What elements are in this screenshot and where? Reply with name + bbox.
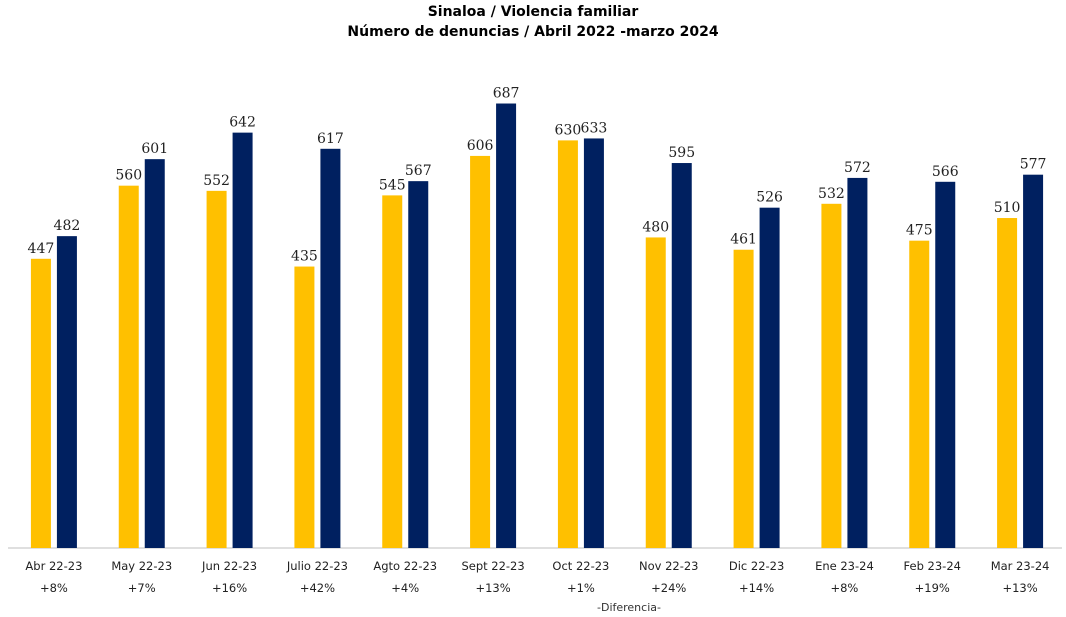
difference-label-8: +14% xyxy=(739,581,774,595)
x-tick-label-5: Sept 22-23 xyxy=(461,559,524,573)
bar-series1-10 xyxy=(909,240,930,549)
x-tick-label-2: Jun 22-23 xyxy=(201,559,257,573)
bar-series1-6 xyxy=(557,140,578,548)
data-label-series1-2: 552 xyxy=(203,173,230,189)
chart-subtitle: Número de denuncias / Abril 2022 -marzo … xyxy=(347,24,719,40)
data-label-series2-4: 567 xyxy=(405,163,432,179)
bar-series2-7 xyxy=(671,163,692,548)
x-tick-label-10: Feb 23-24 xyxy=(904,559,961,573)
bar-series1-3 xyxy=(294,266,315,548)
x-tick-label-0: Abr 22-23 xyxy=(25,559,82,573)
data-label-series2-0: 482 xyxy=(54,218,81,234)
data-label-series2-10: 566 xyxy=(932,164,959,180)
difference-label-3: +42% xyxy=(300,581,335,595)
difference-label-11: +13% xyxy=(1002,581,1037,595)
data-label-series1-7: 480 xyxy=(642,219,669,235)
footnote-label: -Diferencia- xyxy=(597,601,661,614)
bar-series1-8 xyxy=(733,249,754,548)
data-label-series2-2: 642 xyxy=(229,115,256,131)
data-label-series1-1: 560 xyxy=(115,168,142,184)
data-label-series1-3: 435 xyxy=(291,249,318,265)
data-label-series2-1: 601 xyxy=(141,141,168,157)
data-label-series2-9: 572 xyxy=(844,160,871,176)
x-tick-label-7: Nov 22-23 xyxy=(639,559,699,573)
bar-series2-11 xyxy=(1023,174,1044,548)
bar-series2-2 xyxy=(232,132,253,548)
bar-series1-2 xyxy=(206,190,227,548)
bar-series2-1 xyxy=(144,159,165,548)
bar-series2-9 xyxy=(847,177,868,548)
bar-series1-0 xyxy=(30,258,51,548)
x-tick-label-9: Ene 23-24 xyxy=(815,559,874,573)
bar-series1-11 xyxy=(997,218,1018,548)
bar-series2-3 xyxy=(320,148,341,548)
bar-series2-10 xyxy=(935,181,956,548)
data-label-series1-11: 510 xyxy=(994,200,1021,216)
data-label-series1-8: 461 xyxy=(730,232,757,248)
data-label-series2-11: 577 xyxy=(1020,157,1047,173)
data-label-series2-3: 617 xyxy=(317,131,344,147)
data-label-series1-4: 545 xyxy=(379,177,406,193)
bar-series2-4 xyxy=(408,181,429,548)
data-label-series1-9: 532 xyxy=(818,186,845,202)
difference-label-2: +16% xyxy=(212,581,247,595)
bar-series1-1 xyxy=(118,185,139,548)
difference-label-5: +13% xyxy=(475,581,510,595)
bar-series1-5 xyxy=(470,155,491,548)
data-label-series2-5: 687 xyxy=(493,86,520,102)
difference-label-10: +19% xyxy=(915,581,950,595)
difference-label-4: +4% xyxy=(391,581,419,595)
bar-series2-0 xyxy=(56,236,77,548)
difference-label-9: +8% xyxy=(830,581,858,595)
difference-label-1: +7% xyxy=(128,581,156,595)
chart-title: Sinaloa / Violencia familiar xyxy=(427,4,639,20)
x-tick-label-8: Dic 22-23 xyxy=(729,559,784,573)
bar-series2-5 xyxy=(496,103,517,549)
x-tick-label-1: May 22-23 xyxy=(111,559,172,573)
bar-series2-6 xyxy=(583,138,604,548)
x-tick-label-4: Agto 22-23 xyxy=(373,559,437,573)
difference-label-7: +24% xyxy=(651,581,686,595)
x-tick-label-11: Mar 23-24 xyxy=(991,559,1050,573)
bar-series1-4 xyxy=(382,195,403,548)
bar-series1-7 xyxy=(645,237,666,548)
x-tick-label-6: Oct 22-23 xyxy=(552,559,609,573)
bar-series2-8 xyxy=(759,207,780,549)
data-label-series2-7: 595 xyxy=(668,145,695,161)
difference-label-0: +8% xyxy=(40,581,68,595)
x-tick-label-3: Julio 22-23 xyxy=(286,559,348,573)
data-label-series1-5: 606 xyxy=(467,138,494,154)
data-label-series1-10: 475 xyxy=(906,223,933,239)
difference-label-6: +1% xyxy=(567,581,595,595)
bar-series1-9 xyxy=(821,203,842,548)
data-label-series2-8: 526 xyxy=(756,190,783,206)
data-label-series1-6: 630 xyxy=(555,122,582,138)
data-label-series2-6: 633 xyxy=(581,120,608,136)
data-label-series1-0: 447 xyxy=(28,241,55,257)
